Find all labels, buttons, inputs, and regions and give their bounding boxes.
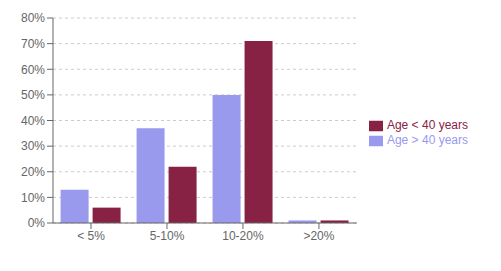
svg-text:10-20%: 10-20% bbox=[222, 229, 264, 243]
svg-text:5-10%: 5-10% bbox=[150, 229, 185, 243]
html-text:Age < 40 years: Age < 40 years bbox=[386, 118, 468, 133]
svg-text:50%: 50% bbox=[21, 88, 45, 102]
svg-text:80%: 80% bbox=[21, 11, 45, 25]
svg-text:0%: 0% bbox=[28, 216, 46, 230]
html-text:Age > 40 years: Age > 40 years bbox=[386, 133, 468, 147]
svg-text:>20%: >20% bbox=[303, 229, 334, 243]
svg-text:70%: 70% bbox=[21, 37, 45, 51]
svg-text:40%: 40% bbox=[21, 114, 45, 128]
svg-text:60%: 60% bbox=[21, 63, 45, 77]
svg-text:10%: 10% bbox=[21, 191, 45, 205]
svg-text:< 5%: < 5% bbox=[77, 229, 105, 243]
svg-text:20%: 20% bbox=[21, 165, 45, 179]
svg-text:30%: 30% bbox=[21, 139, 45, 153]
